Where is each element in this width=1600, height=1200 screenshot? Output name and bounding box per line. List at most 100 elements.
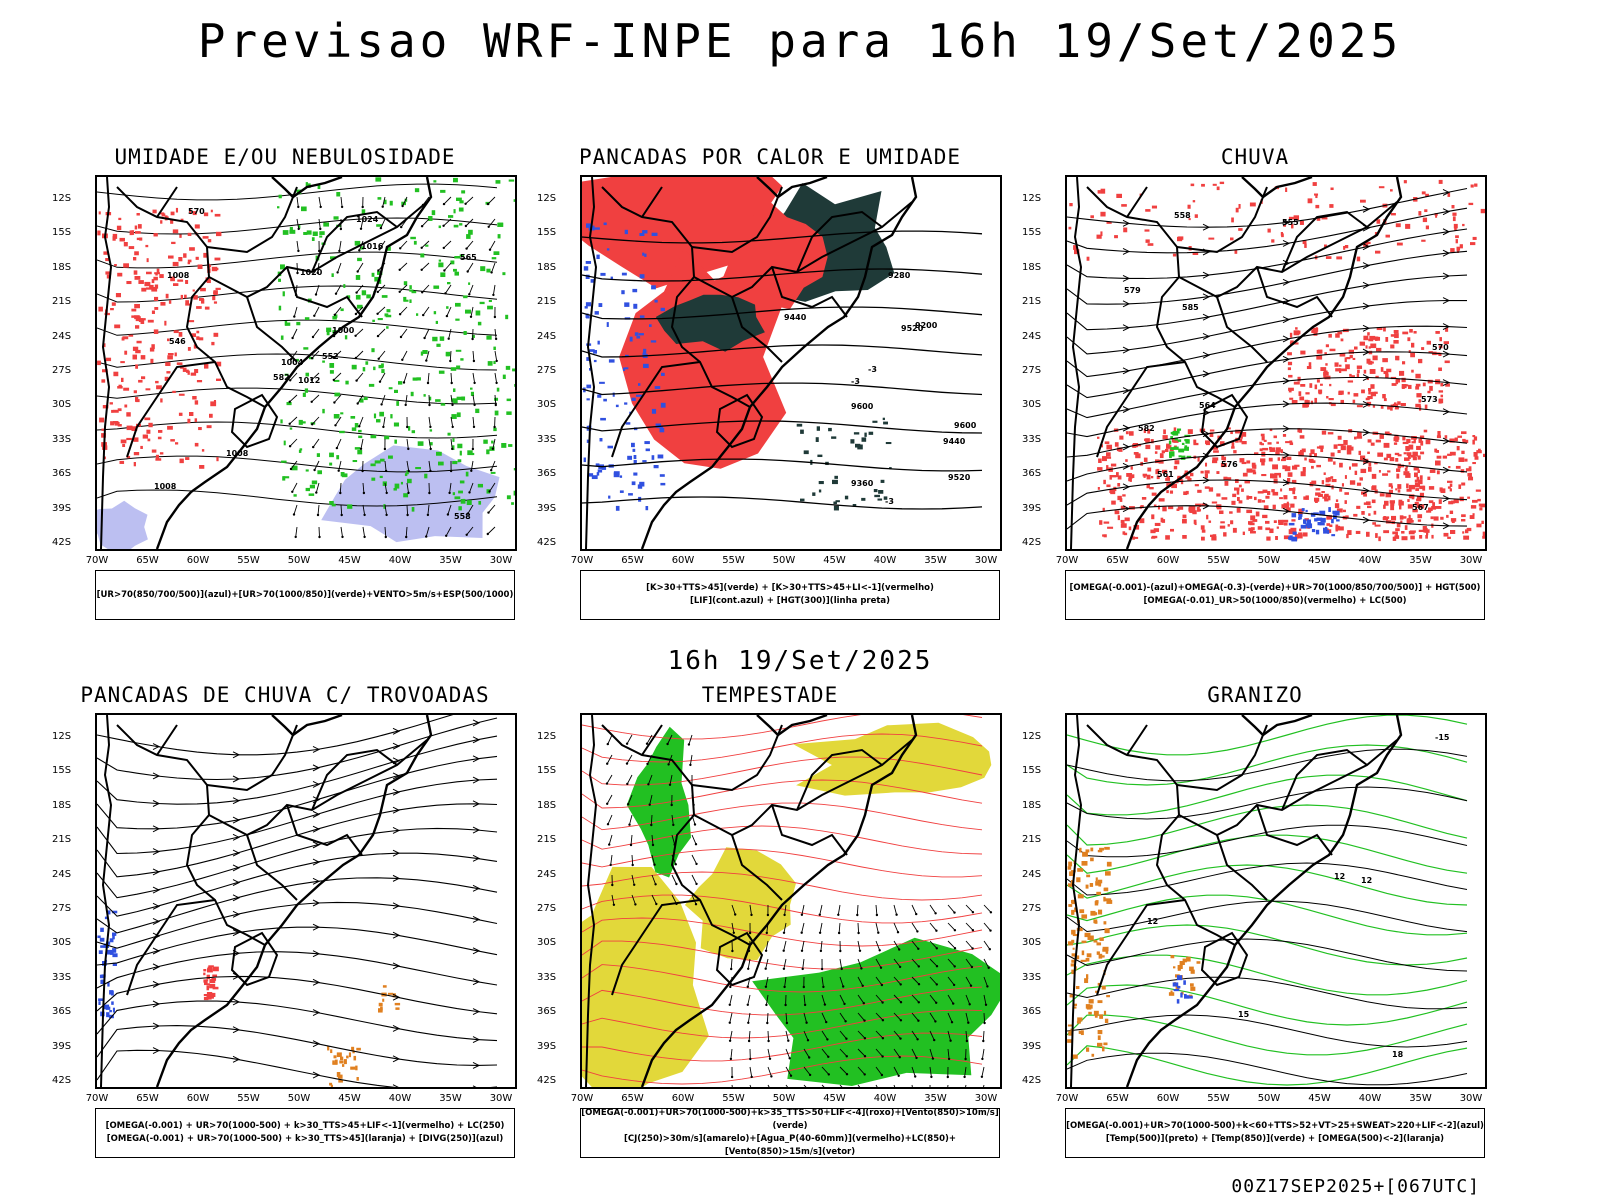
run-timestamp: 00Z17SEP2025+[067UTC] xyxy=(1231,1176,1480,1197)
svg-text:-15: -15 xyxy=(1435,733,1450,742)
lat-label: 18S xyxy=(537,261,557,273)
lat-label: 15S xyxy=(1022,227,1042,239)
lat-label: 36S xyxy=(537,468,557,480)
teal-instability-mid xyxy=(655,294,765,352)
lon-label: 60W xyxy=(671,1093,695,1104)
lat-label: 39S xyxy=(52,502,72,514)
lon-label: 55W xyxy=(237,1093,260,1104)
wind-vectors-850 xyxy=(728,904,993,1087)
lon-label: 40W xyxy=(388,555,412,566)
lat-label: 18S xyxy=(52,261,72,273)
lat-label: 12S xyxy=(1022,193,1042,204)
teal-specks xyxy=(796,417,892,511)
lon-label: 45W xyxy=(1308,555,1331,566)
forecast-time-label: 16h 19/Set/2025 xyxy=(667,646,933,676)
lon-label: 30W xyxy=(1459,1093,1483,1104)
lon-label: 45W xyxy=(338,555,361,566)
lon-label: 65W xyxy=(621,1093,644,1104)
red-rain-n xyxy=(1068,179,1485,262)
lat-label: 30S xyxy=(1022,399,1042,411)
svg-text:582: 582 xyxy=(273,373,290,382)
legend-box: [OMEGA(-0.001) + UR>70(1000-500) + k>30_… xyxy=(95,1108,515,1158)
svg-text:9360: 9360 xyxy=(851,479,874,488)
svg-text:-3: -3 xyxy=(851,377,860,386)
lon-label: 40W xyxy=(388,1093,412,1104)
lat-label: 27S xyxy=(1022,365,1042,376)
temp850-green xyxy=(1067,715,1468,1086)
svg-text:-3: -3 xyxy=(885,497,894,506)
lon-label: 35W xyxy=(439,1093,462,1104)
legend-line: [OMEGA(-0.001)+UR>70(1000-500)+k>35_TTS>… xyxy=(581,1108,999,1131)
lat-label: 42S xyxy=(52,1075,72,1086)
lon-label: 40W xyxy=(873,555,897,566)
svg-text:-3: -3 xyxy=(868,365,877,374)
lon-label: 50W xyxy=(772,1093,796,1104)
contour-labels: 9600 9600 9520 9440 9360 9280 9200 9440 9520 -3 -3… xyxy=(784,271,977,506)
lat-label: 42S xyxy=(537,537,557,548)
red-rain xyxy=(1097,427,1485,542)
lat-label: 15S xyxy=(537,227,557,239)
red-thunder xyxy=(203,965,219,1001)
main-title: Previsao WRF-INPE para 16h 19/Set/2025 xyxy=(197,14,1403,68)
lif-contours xyxy=(583,222,666,511)
lon-label: 65W xyxy=(621,555,644,566)
svg-text:582: 582 xyxy=(1138,424,1155,433)
legend-line: [LIF](cont.azul) + [HGT(300)](linha pret… xyxy=(689,596,891,606)
lat-label: 30S xyxy=(1022,937,1042,949)
contour-labels: 1012100810041008100010081024102010165525… xyxy=(154,207,477,521)
svg-text:1004: 1004 xyxy=(281,358,304,367)
legend-line: [OMEGA(-0.001)-(azul)+OMEGA(-0.3)-(verde… xyxy=(1069,583,1481,593)
lat-label: 42S xyxy=(1022,1075,1042,1086)
lat-label: 42S xyxy=(537,1075,557,1086)
svg-text:1016: 1016 xyxy=(361,242,384,251)
yellow-jet-mid xyxy=(684,847,796,961)
svg-text:570: 570 xyxy=(188,207,205,216)
lon-label: 65W xyxy=(136,555,159,566)
lon-label: 70W xyxy=(570,1093,594,1104)
green-humidity-dashes xyxy=(277,177,515,512)
coastline-borders xyxy=(1070,177,1403,549)
lat-label: 30S xyxy=(52,399,72,411)
legend-box: [K>30+TTS>45](verde) + [K>30+TTS>45+LI<-… xyxy=(580,570,1000,620)
svg-text:9440: 9440 xyxy=(784,313,807,322)
lat-label: 18S xyxy=(1022,261,1042,273)
lon-label: 30W xyxy=(1459,555,1483,566)
lon-label: 70W xyxy=(85,1093,109,1104)
panel-title: PANCADAS POR CALOR E UMIDADE xyxy=(578,145,961,169)
lat-label: 15S xyxy=(52,227,72,239)
legend-line: [OMEGA(-0.001) + UR>70(1000-500) + k>30_… xyxy=(106,1134,504,1144)
svg-text:1012: 1012 xyxy=(298,376,320,385)
lat-label: 21S xyxy=(52,296,72,308)
lon-label: 50W xyxy=(772,555,796,566)
lon-label: 50W xyxy=(1257,1093,1281,1104)
lon-label: 50W xyxy=(1257,555,1281,566)
lat-label: 39S xyxy=(52,1040,72,1052)
legend-box: [OMEGA(-0.001)-(azul)+OMEGA(-0.3)-(verde… xyxy=(1065,570,1485,620)
svg-text:12: 12 xyxy=(1361,876,1372,885)
svg-text:9520: 9520 xyxy=(901,324,924,333)
lon-label: 60W xyxy=(186,555,210,566)
green-omega xyxy=(1168,428,1192,460)
svg-text:9440: 9440 xyxy=(943,437,966,446)
lat-label: 24S xyxy=(1022,868,1042,880)
lat-label: 21S xyxy=(52,834,72,846)
lat-label: 36S xyxy=(1022,1006,1042,1018)
lat-label: 21S xyxy=(537,296,557,308)
legend-box: [UR>70(850/700/500)](azul)+[UR>70(1000/8… xyxy=(95,570,515,620)
lat-label: 12S xyxy=(1022,731,1042,742)
lavender-humidity xyxy=(321,445,500,543)
red-thickness-dashes xyxy=(97,207,222,469)
lon-label: 50W xyxy=(287,1093,311,1104)
map-svg xyxy=(582,715,1000,1087)
panel-title: UMIDADE E/OU NEBULOSIDADE xyxy=(114,145,456,169)
map-frame xyxy=(95,713,517,1089)
svg-text:9280: 9280 xyxy=(888,271,911,280)
lat-label: 27S xyxy=(537,365,557,376)
lon-label: 40W xyxy=(873,1093,897,1104)
green-wind-narrow xyxy=(626,726,691,878)
lon-label: 55W xyxy=(1207,1093,1230,1104)
lat-label: 36S xyxy=(1022,468,1042,480)
svg-text:555: 555 xyxy=(1282,218,1299,227)
lat-label: 21S xyxy=(1022,834,1042,846)
lat-label: 33S xyxy=(537,433,557,445)
